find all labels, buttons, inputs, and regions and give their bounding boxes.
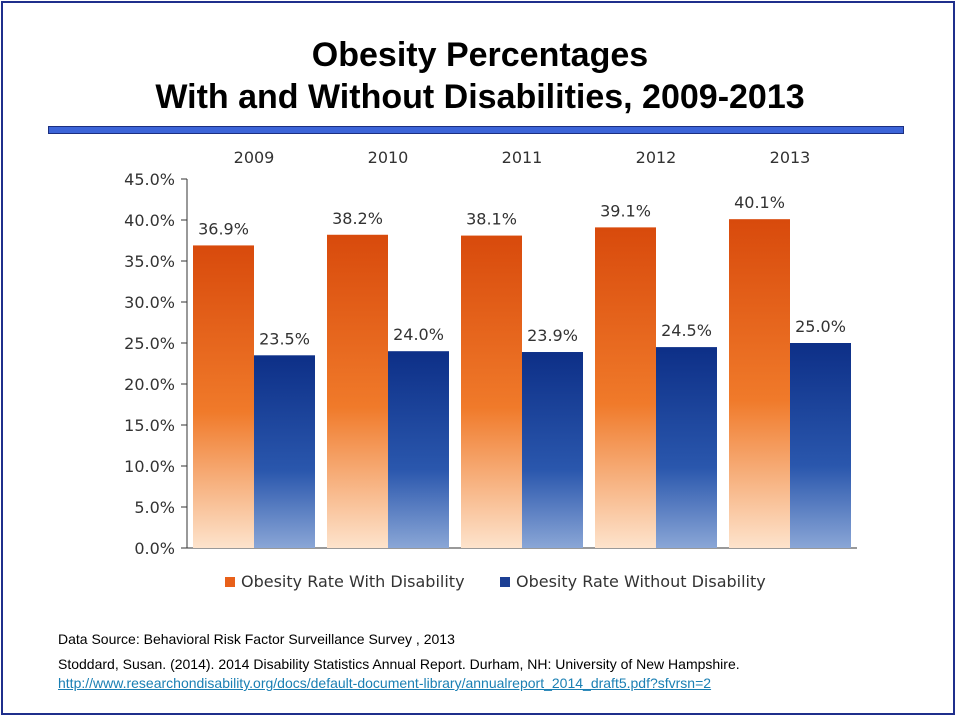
- bar-with-disability: [193, 245, 254, 549]
- category-label: 2009: [234, 148, 275, 167]
- y-tick-label: 40.0%: [124, 211, 175, 230]
- title-line-2: With and Without Disabilities, 2009-2013: [155, 78, 805, 116]
- category-label: 2011: [502, 148, 543, 167]
- slide-title: Obesity Percentages With and Without Dis…: [0, 34, 960, 118]
- legend-item-with-disability: Obesity Rate With Disability: [225, 571, 465, 591]
- legend-label: Obesity Rate With Disability: [241, 572, 465, 591]
- legend-swatch-blue: [500, 576, 510, 587]
- bar-without-disability: [388, 351, 449, 548]
- slide-footer: Data Source: Behavioral Risk Factor Surv…: [58, 630, 938, 693]
- data-label: 24.5%: [661, 321, 712, 340]
- bar-with-disability: [461, 235, 522, 548]
- bar-without-disability: [254, 355, 315, 548]
- y-tick-label: 25.0%: [124, 334, 175, 353]
- category-label: 2010: [368, 148, 409, 167]
- legend-swatch-orange: [225, 576, 235, 587]
- data-label: 24.0%: [393, 325, 444, 344]
- y-tick-label: 0.0%: [134, 539, 175, 558]
- y-tick-label: 20.0%: [124, 375, 175, 394]
- y-tick-label: 45.0%: [124, 170, 175, 189]
- data-label: 38.1%: [466, 210, 517, 229]
- data-label: 25.0%: [795, 317, 846, 336]
- y-tick-label: 10.0%: [124, 457, 175, 476]
- bar-with-disability: [595, 227, 656, 548]
- category-label: 2012: [636, 148, 677, 167]
- bar-chart: 0.0% 5.0% 10.0% 15.0% 20.0% 25.0% 30.0% 35.0% 40…: [124, 148, 857, 558]
- bar-without-disability: [522, 352, 583, 548]
- chart-legend: Obesity Rate With Disability Obesity Rat…: [0, 571, 960, 593]
- y-tick-label: 15.0%: [124, 416, 175, 435]
- bar-with-disability: [729, 219, 790, 548]
- legend-label: Obesity Rate Without Disability: [516, 572, 766, 591]
- data-label: 36.9%: [198, 219, 249, 238]
- citation-text: Stoddard, Susan. (2014). 2014 Disability…: [58, 656, 740, 672]
- title-divider: [48, 126, 904, 134]
- data-label: 38.2%: [332, 209, 383, 228]
- legend-item-without-disability: Obesity Rate Without Disability: [500, 571, 766, 591]
- report-link[interactable]: http://www.researchondisability.org/docs…: [58, 675, 712, 691]
- data-source-text: Data Source: Behavioral Risk Factor Surv…: [58, 631, 455, 647]
- y-tick-label: 30.0%: [124, 293, 175, 312]
- data-label: 23.9%: [527, 326, 578, 345]
- data-label: 39.1%: [600, 201, 651, 220]
- data-label: 40.1%: [734, 193, 785, 212]
- bar-with-disability: [327, 234, 388, 548]
- title-line-1: Obesity Percentages: [311, 36, 649, 74]
- category-label: 2013: [770, 148, 811, 167]
- bar-without-disability: [656, 347, 717, 548]
- y-tick-label: 35.0%: [124, 252, 175, 271]
- data-label: 23.5%: [259, 329, 310, 348]
- y-tick-label: 5.0%: [134, 498, 175, 517]
- bar-without-disability: [790, 343, 851, 548]
